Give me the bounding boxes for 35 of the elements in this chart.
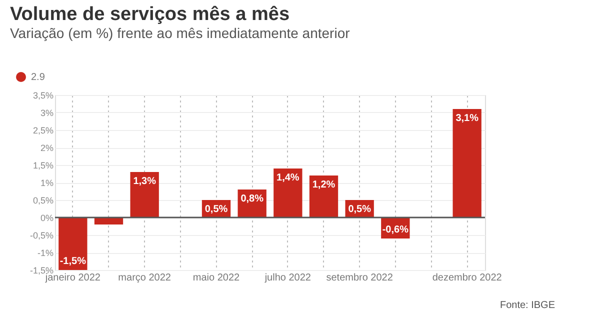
y-tick-label: 0,5% [32, 196, 54, 206]
data-label: -0,6% [382, 224, 409, 236]
data-label: 0,8% [240, 194, 264, 204]
x-tick-label: dezembro 2022 [432, 272, 502, 284]
x-tick-label: setembro 2022 [326, 272, 394, 284]
y-tick-label: -0,5% [30, 230, 54, 240]
data-label: 1,3% [133, 176, 156, 187]
bar [58, 218, 88, 270]
y-tick-label: 3,5% [32, 90, 54, 100]
data-label: -1,5% [60, 256, 86, 267]
y-tick-label: 3% [40, 108, 54, 118]
x-tick-label: maio 2022 [192, 272, 240, 284]
bar [452, 109, 482, 218]
chart-title: Volume de serviços mês a mês [10, 4, 290, 25]
chart-subtitle: Variação (em %) frente ao mês imediatamente anterior [10, 25, 350, 41]
y-tick-label: 1,5% [32, 160, 54, 170]
source-note: Fonte: IBGE [500, 300, 556, 311]
y-tick-label: 2,5% [32, 126, 54, 136]
y-tick-label: 2% [40, 143, 54, 153]
y-tick-label: -1% [37, 248, 54, 258]
legend-label: 2.9 [31, 72, 46, 83]
data-label: 0,5% [204, 204, 228, 215]
y-tick-label: 0% [40, 213, 54, 223]
data-label: 0,5% [348, 204, 372, 215]
y-tick-label: 1% [40, 178, 54, 188]
data-label: 3,1% [456, 113, 479, 124]
x-tick-label: julho 2022 [264, 272, 312, 284]
data-label: 1,2% [312, 180, 336, 190]
y-tick-label: -1,5% [30, 266, 54, 276]
x-tick-label: março 2022 [118, 272, 172, 284]
data-label: 1,4% [276, 172, 300, 184]
bar [309, 176, 338, 218]
bar [274, 168, 302, 218]
bar [130, 172, 159, 218]
x-tick-label: janeiro 2022 [44, 272, 101, 284]
